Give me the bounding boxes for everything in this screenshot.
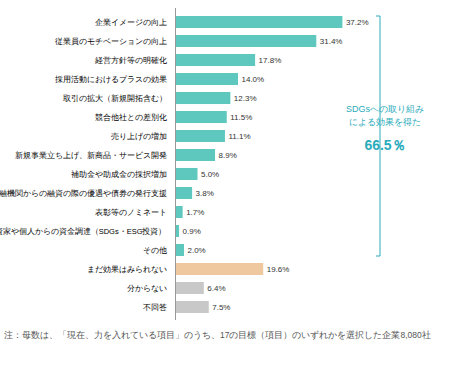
svg-text:12.3%: 12.3%: [234, 94, 257, 103]
svg-text:まだ効果はみられない: まだ効果はみられない: [87, 265, 167, 274]
svg-text:37.2%: 37.2%: [346, 18, 369, 27]
svg-text:企業イメージの向上: 企業イメージの向上: [95, 18, 167, 27]
svg-text:投資家や個人からの資金調達（SDGs・ESG投資）: 投資家や個人からの資金調達（SDGs・ESG投資）: [0, 227, 167, 236]
svg-text:66.5％: 66.5％: [364, 137, 405, 153]
svg-text:補助金や助成金の採択増加: 補助金や助成金の採択増加: [71, 170, 167, 179]
svg-text:取引の拡大（新規開拓含む）: 取引の拡大（新規開拓含む）: [63, 94, 167, 103]
svg-text:5.0%: 5.0%: [201, 170, 219, 179]
html-text:注：母数は、「現在、力を入れている項目」のうち、17の目標（: 注：母数は、「現在、力を入れている項目」のうち、17の目標（項目）のいずれかを選…: [4, 330, 431, 340]
svg-text:3.8%: 3.8%: [196, 189, 214, 198]
svg-text:表彰等のノミネート: 表彰等のノミネート: [95, 208, 167, 217]
svg-text:分からない: 分からない: [127, 284, 167, 293]
svg-text:0.9%: 0.9%: [183, 227, 201, 236]
svg-text:金融機関からの融資の際の優遇や債券の発行支援: 金融機関からの融資の際の優遇や債券の発行支援: [0, 189, 167, 198]
svg-text:31.4%: 31.4%: [320, 37, 343, 46]
svg-text:SDGsへの取り組み: SDGsへの取り組み: [346, 104, 424, 114]
svg-text:新規事業立ち上げ、新商品・サービス開発: 新規事業立ち上げ、新商品・サービス開発: [15, 151, 167, 160]
svg-text:不回答: 不回答: [143, 303, 167, 312]
svg-text:17.8%: 17.8%: [259, 56, 282, 65]
svg-text:1.7%: 1.7%: [186, 208, 204, 217]
svg-text:採用活動におけるプラスの効果: 採用活動におけるプラスの効果: [55, 75, 167, 84]
svg-text:による効果を得た: による効果を得た: [349, 117, 421, 127]
svg-text:8.9%: 8.9%: [219, 151, 237, 160]
svg-text:7.5%: 7.5%: [212, 303, 230, 312]
svg-text:14.0%: 14.0%: [242, 75, 265, 84]
svg-text:11.1%: 11.1%: [228, 132, 250, 141]
svg-text:2.0%: 2.0%: [188, 246, 206, 255]
svg-text:従業員のモチベーションの向上: 従業員のモチベーションの向上: [55, 37, 167, 46]
svg-text:11.5%: 11.5%: [230, 113, 252, 122]
svg-text:売り上げの増加: 売り上げの増加: [111, 132, 167, 141]
svg-text:その他: その他: [143, 246, 167, 255]
svg-text:6.4%: 6.4%: [207, 284, 225, 293]
svg-text:経営方針等の明確化: 経営方針等の明確化: [94, 56, 167, 65]
svg-text:競合他社との差別化: 競合他社との差別化: [95, 113, 167, 122]
svg-text:19.6%: 19.6%: [267, 265, 290, 274]
